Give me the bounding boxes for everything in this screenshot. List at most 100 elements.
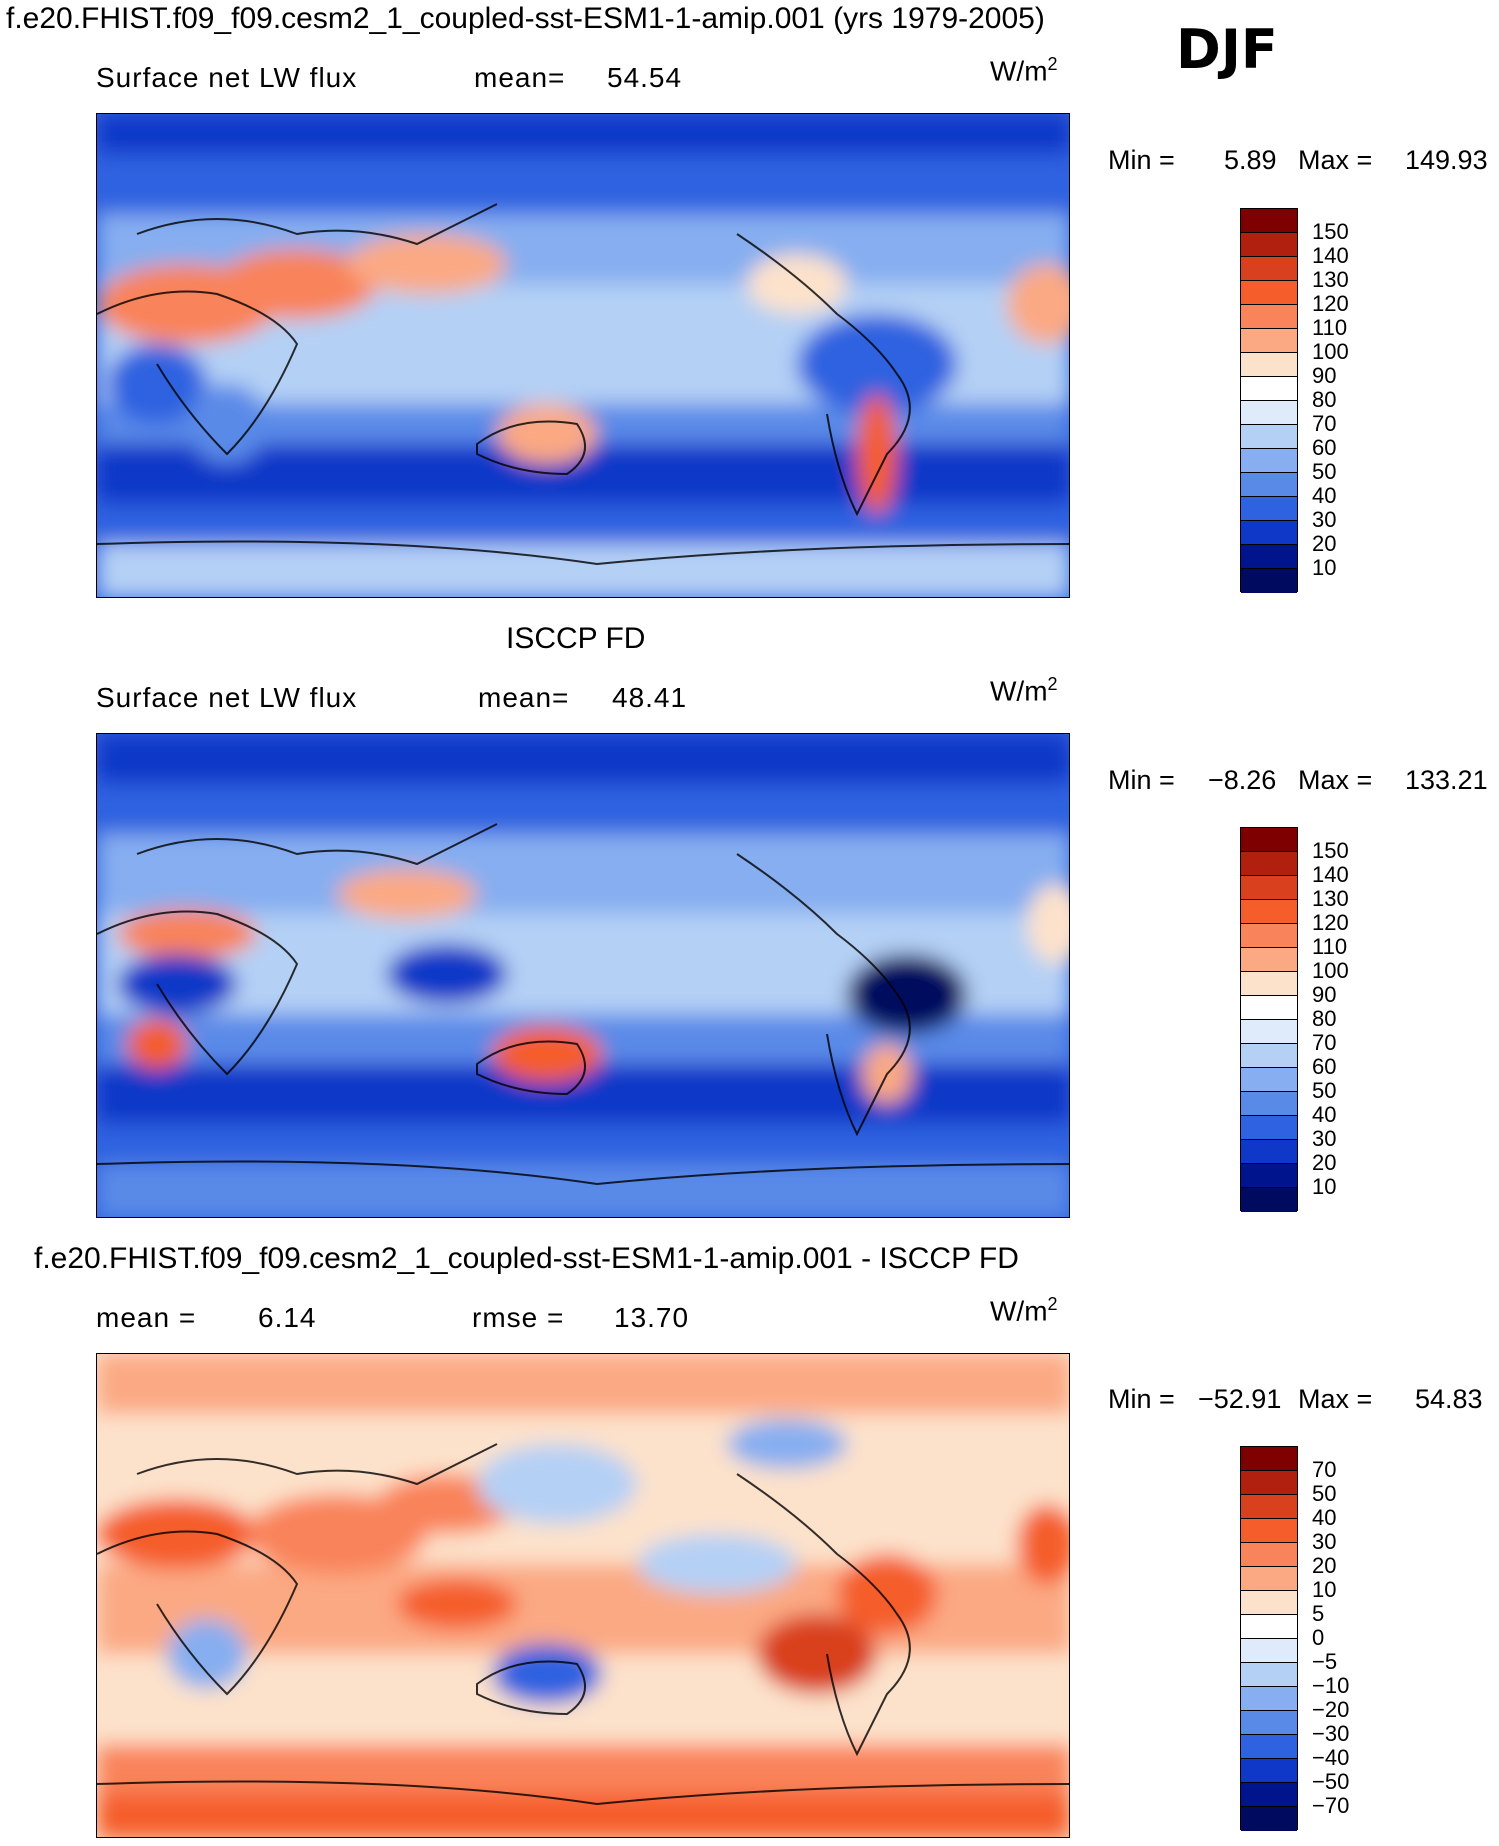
colorbar-tick-label: 80 bbox=[1312, 387, 1337, 412]
colorbar-cell bbox=[1241, 473, 1297, 497]
colorbar-cell bbox=[1241, 1164, 1297, 1188]
colorbar-cell bbox=[1241, 948, 1297, 972]
colorbar-cell bbox=[1241, 1116, 1297, 1140]
colorbar-cell bbox=[1241, 1543, 1297, 1567]
colorbar-tick-label: −20 bbox=[1312, 1697, 1350, 1722]
colorbar-tick-label: 130 bbox=[1312, 267, 1349, 292]
colorbar-cell bbox=[1241, 569, 1297, 593]
colorbar-cell bbox=[1241, 1447, 1297, 1471]
max-label: Max = bbox=[1298, 1384, 1373, 1414]
panel-variable: Surface net LW flux bbox=[96, 62, 358, 93]
colorbar-cell bbox=[1241, 1663, 1297, 1687]
map-model bbox=[96, 113, 1070, 598]
units-label: W/m2 bbox=[990, 674, 1058, 707]
colorbar-tick-label: 50 bbox=[1312, 1481, 1337, 1506]
colorbar-tick-label: 50 bbox=[1312, 459, 1337, 484]
max-value: 149.93 bbox=[1405, 145, 1488, 175]
colorbar-tick-label: 0 bbox=[1312, 1625, 1325, 1650]
colorbar-cell bbox=[1241, 281, 1297, 305]
colorbar-tick-label: 50 bbox=[1312, 1078, 1337, 1103]
colorbar-tick-label: 140 bbox=[1312, 243, 1349, 268]
min-label: Min = bbox=[1108, 765, 1175, 795]
min-label: Min = bbox=[1108, 1384, 1175, 1414]
mean-value: 54.54 bbox=[607, 62, 683, 93]
min-label: Min = bbox=[1108, 145, 1175, 175]
colorbar-tick-label: 90 bbox=[1312, 982, 1337, 1007]
colorbar-cell bbox=[1241, 1639, 1297, 1663]
colorbar-cell bbox=[1241, 1188, 1297, 1212]
units-label: W/m2 bbox=[990, 54, 1058, 87]
colorbar-tick-label: 5 bbox=[1312, 1601, 1325, 1626]
panel-variable: Surface net LW flux bbox=[96, 682, 358, 713]
colorbar-cell bbox=[1241, 828, 1297, 852]
colorbar-cell bbox=[1241, 876, 1297, 900]
colorbar-tick-label: 120 bbox=[1312, 910, 1349, 935]
colorbar-cell bbox=[1241, 924, 1297, 948]
units-label: W/m2 bbox=[990, 1294, 1058, 1327]
colorbar-tick-label: 110 bbox=[1312, 934, 1348, 959]
colorbar-tick-label: 20 bbox=[1312, 1553, 1337, 1578]
rmse-label: rmse = bbox=[472, 1302, 565, 1333]
colorbar-cell bbox=[1241, 1471, 1297, 1495]
colorbar-cell bbox=[1241, 1687, 1297, 1711]
colorbar-tick-label: 70 bbox=[1312, 411, 1337, 436]
colorbar-tick-label: 30 bbox=[1312, 1529, 1337, 1554]
season-label: DJF bbox=[1176, 18, 1278, 81]
colorbar-cell bbox=[1241, 1495, 1297, 1519]
panel-heading: ISCCP FD bbox=[506, 622, 646, 655]
colorbar-tick-label: 100 bbox=[1312, 958, 1349, 983]
map-diff-canvas bbox=[97, 1354, 1069, 1837]
colorbar-cell bbox=[1241, 1783, 1297, 1807]
map-obs-canvas bbox=[97, 734, 1069, 1217]
colorbar-cell bbox=[1241, 996, 1297, 1020]
colorbar-tick-label: 30 bbox=[1312, 507, 1337, 532]
rmse-value: 13.70 bbox=[614, 1302, 690, 1333]
mean-label: mean = bbox=[96, 1302, 197, 1333]
panel-heading: f.e20.FHIST.f09_f09.cesm2_1_coupled-sst-… bbox=[34, 1242, 1019, 1275]
colorbar-tick-label: 40 bbox=[1312, 1505, 1337, 1530]
colorbar-tick-label: 10 bbox=[1312, 1577, 1337, 1602]
colorbar-tick-label: 70 bbox=[1312, 1030, 1337, 1055]
colorbar-cell bbox=[1241, 377, 1297, 401]
colorbar-tick-label: 40 bbox=[1312, 483, 1337, 508]
mean-label: mean= bbox=[474, 62, 566, 93]
colorbar-tick-label: −5 bbox=[1312, 1649, 1338, 1674]
colorbar-tick-label: 140 bbox=[1312, 862, 1349, 887]
colorbar-tick-label: 110 bbox=[1312, 315, 1348, 340]
colorbar-tick-label: −30 bbox=[1312, 1721, 1350, 1746]
map-obs bbox=[96, 733, 1070, 1218]
colorbar-cell bbox=[1241, 1615, 1297, 1639]
colorbar-cell bbox=[1241, 1735, 1297, 1759]
colorbar-tick-label: 20 bbox=[1312, 1150, 1337, 1175]
colorbar-cell bbox=[1241, 1567, 1297, 1591]
colorbar-tick-label: 60 bbox=[1312, 1054, 1337, 1079]
max-value: 54.83 bbox=[1415, 1384, 1483, 1414]
colorbar-tick-label: 130 bbox=[1312, 886, 1349, 911]
colorbar-cell bbox=[1241, 353, 1297, 377]
colorbar-tick-label: 20 bbox=[1312, 531, 1337, 556]
colorbar-tick-label: −10 bbox=[1312, 1673, 1350, 1698]
colorbar-cell bbox=[1241, 209, 1297, 233]
colorbar-cell bbox=[1241, 1519, 1297, 1543]
colorbar-cell bbox=[1241, 521, 1297, 545]
mean-value: 48.41 bbox=[612, 682, 688, 713]
colorbar-cell bbox=[1241, 1711, 1297, 1735]
colorbar-cell bbox=[1241, 1044, 1297, 1068]
colorbar-cell bbox=[1241, 1092, 1297, 1116]
colorbar-cell bbox=[1241, 1020, 1297, 1044]
colorbar-tick-label: 10 bbox=[1312, 555, 1337, 580]
colorbar-cell bbox=[1241, 852, 1297, 876]
max-value: 133.21 bbox=[1405, 765, 1488, 795]
max-label: Max = bbox=[1298, 765, 1373, 795]
colorbar-cell bbox=[1241, 497, 1297, 521]
colorbar-tick-label: 150 bbox=[1312, 219, 1349, 244]
colorbar-cell bbox=[1241, 900, 1297, 924]
colorbar-swatches bbox=[1240, 208, 1298, 593]
colorbar-tick-label: 10 bbox=[1312, 1174, 1337, 1199]
colorbar-tick-label: 100 bbox=[1312, 339, 1349, 364]
colorbar-cell bbox=[1241, 1068, 1297, 1092]
colorbar-tick-label: −50 bbox=[1312, 1769, 1350, 1794]
colorbar-tick-label: 40 bbox=[1312, 1102, 1337, 1127]
map-diff bbox=[96, 1353, 1070, 1838]
colorbar-tick-label: 80 bbox=[1312, 1006, 1337, 1031]
